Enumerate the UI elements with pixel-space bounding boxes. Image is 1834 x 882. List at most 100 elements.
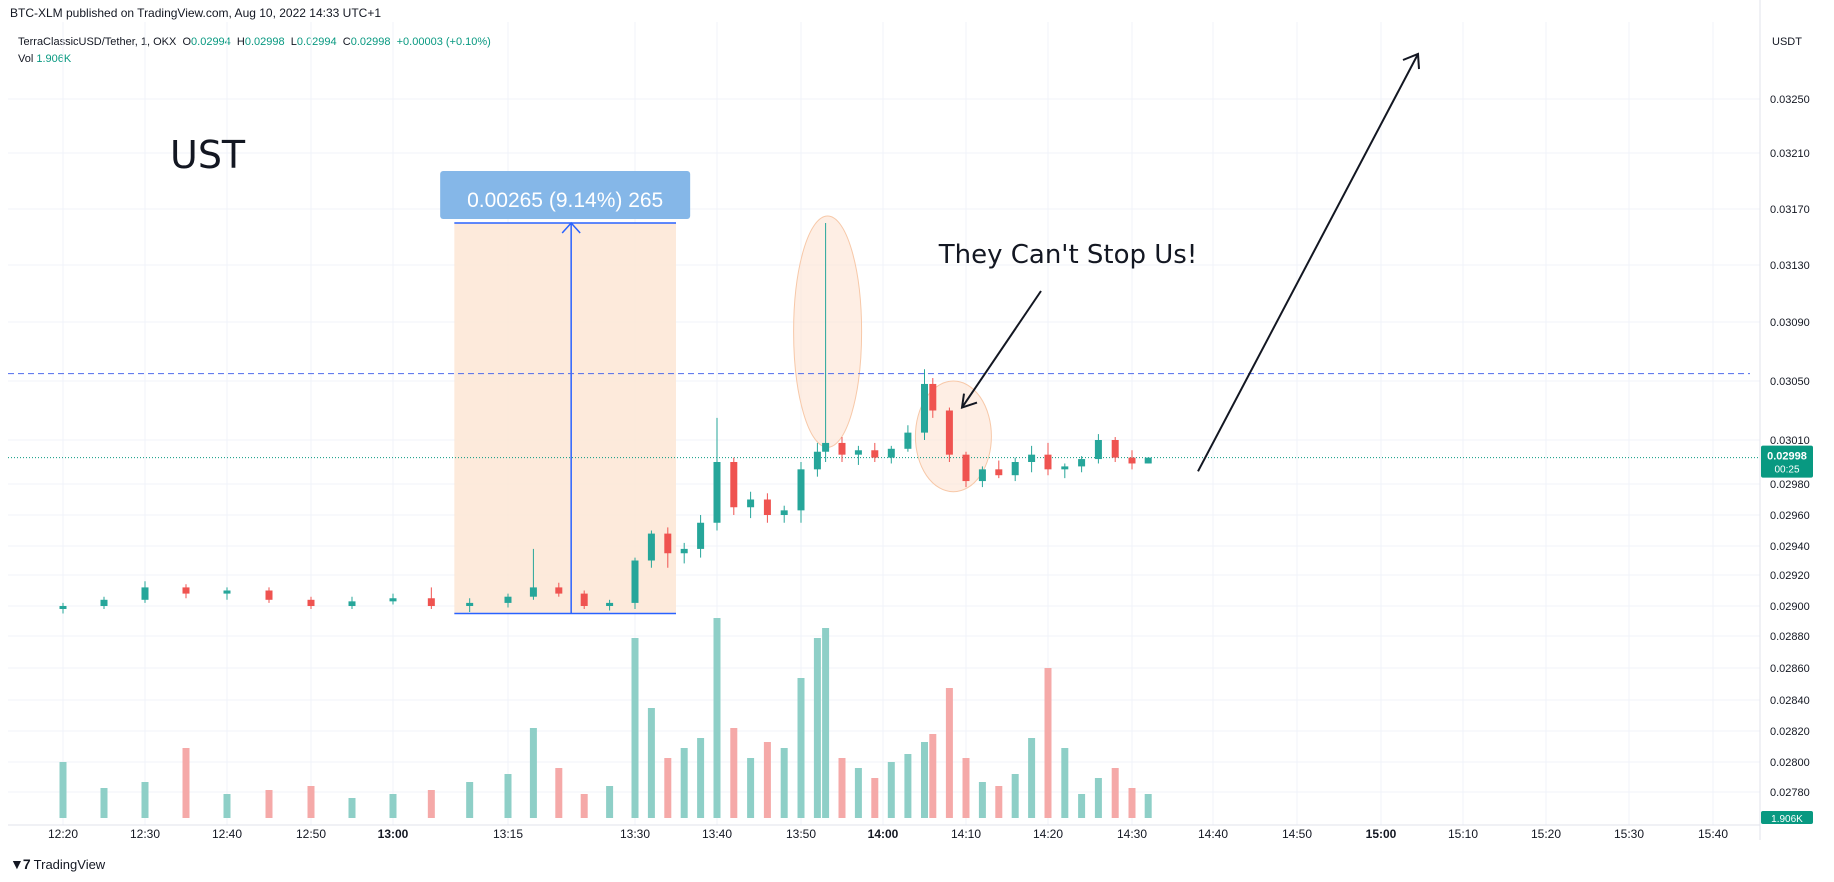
candle [962, 451, 970, 488]
footer-brand[interactable]: ▼7 TradingView [10, 856, 105, 872]
candle-body [348, 601, 356, 606]
chart-title: UST [170, 133, 246, 177]
candle-body [921, 383, 928, 433]
price-tick-label: 0.03090 [1770, 317, 1810, 329]
volume-bar [730, 728, 738, 818]
publisher-caption: BTC-XLM published on TradingView.com, Au… [10, 6, 381, 20]
candle [813, 442, 821, 477]
volume-bar [780, 748, 788, 818]
price-tick-label: 0.02820 [1770, 726, 1810, 738]
volume-bar [747, 758, 755, 818]
candle-body [100, 599, 108, 606]
volume-bar [529, 728, 537, 818]
time-tick-label: 13:15 [493, 827, 523, 841]
candle-body [307, 599, 315, 606]
brand-label: TradingView [33, 856, 106, 872]
volume-bar [813, 638, 821, 818]
volume-bar [697, 738, 705, 818]
volume-bar [1144, 794, 1152, 818]
candle [697, 515, 705, 558]
price-tick-label: 0.02880 [1770, 631, 1810, 643]
candle-body [141, 587, 149, 600]
volume-bar [854, 768, 862, 818]
last-price-badge [1761, 445, 1813, 478]
time-tick-label: 13:50 [786, 827, 816, 841]
price-tick-label: 0.02900 [1770, 601, 1810, 613]
measure-range-fill [454, 223, 676, 614]
price-tick-label: 0.03050 [1770, 376, 1810, 388]
ohlc-row: TerraClassicUSD/Tether, 1, OKX O0.02994 … [18, 34, 491, 51]
volume-bar [1078, 794, 1086, 818]
time-tick-label: 15:10 [1448, 827, 1478, 841]
candle-body [389, 598, 397, 602]
candle-body [647, 533, 655, 561]
candle-body [1111, 440, 1119, 458]
candle [1044, 442, 1052, 476]
candle-body [1011, 462, 1019, 476]
volume-bar [1111, 768, 1119, 818]
volume-bar [822, 628, 830, 818]
candle-body [763, 499, 771, 515]
price-tick-label: 0.03130 [1770, 260, 1810, 272]
volume-bar [929, 734, 937, 818]
currency-label: USDT [1772, 36, 1802, 48]
candle-body [1078, 459, 1086, 467]
time-tick-label: 13:30 [620, 827, 650, 841]
volume-bar [59, 762, 67, 818]
volume-bar [307, 786, 315, 818]
volume-bar [348, 798, 356, 818]
volume-bar [427, 790, 435, 818]
candle [929, 378, 937, 418]
candle [680, 542, 688, 564]
volume-bar [871, 778, 879, 818]
volume-bar [1044, 668, 1052, 818]
time-tick-label: 13:40 [702, 827, 732, 841]
candle-body [780, 510, 788, 515]
grid-lines [8, 22, 1760, 825]
symbol-title[interactable]: TerraClassicUSD/Tether, 1, OKX [18, 36, 177, 48]
candle [1128, 450, 1136, 470]
price-tick-label: 0.02960 [1770, 510, 1810, 522]
candle [822, 223, 830, 462]
candle [1078, 456, 1086, 473]
time-tick-label: 15:30 [1614, 827, 1644, 841]
candle [555, 582, 563, 597]
candle-body [1144, 457, 1152, 464]
candle-body [59, 606, 67, 609]
candle-body [265, 590, 273, 600]
candle [606, 599, 614, 611]
candle [1111, 437, 1119, 462]
candle-body [995, 469, 1003, 476]
close-value: 0.02998 [350, 36, 391, 48]
candle [223, 587, 231, 600]
annotation-arrowhead-down [960, 393, 978, 410]
annotation-arrow-down [961, 290, 1042, 409]
candle [747, 491, 755, 519]
candle-body [929, 383, 937, 411]
highlight-ellipse [793, 215, 863, 448]
candle-body [697, 522, 705, 549]
volume-bar [664, 758, 672, 818]
candle-body [813, 451, 821, 470]
volume-bar [978, 782, 986, 818]
time-tick-label: 14:10 [951, 827, 981, 841]
candle-body [747, 499, 755, 508]
candle-body [664, 533, 672, 554]
candle [647, 530, 655, 568]
candle-body [713, 462, 721, 523]
volume-bar [182, 748, 190, 818]
candle [730, 457, 738, 515]
volume-bar [466, 782, 474, 818]
volume-label[interactable]: Vol [18, 53, 34, 65]
candle-body [606, 602, 614, 606]
candle-body [1128, 457, 1136, 464]
volume-bar [680, 748, 688, 818]
volume-bar [647, 708, 655, 818]
close-label: C [342, 36, 351, 48]
volume-bar [713, 618, 721, 818]
price-tick-label: 0.02980 [1770, 479, 1810, 491]
high-value: 0.02998 [244, 36, 285, 48]
volume-bar [904, 754, 912, 818]
time-tick-label: 14:50 [1282, 827, 1312, 841]
